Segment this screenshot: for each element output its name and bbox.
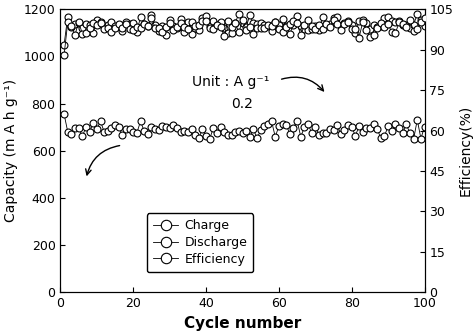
Charge [276,23,281,27]
Efficiency [421,16,426,20]
Discharge [276,124,281,128]
Efficiency [276,27,281,31]
Line: Efficiency: Efficiency [60,14,427,59]
Y-axis label: Efficiency(%): Efficiency(%) [458,105,472,196]
Y-axis label: Capacity (m A h g⁻¹): Capacity (m A h g⁻¹) [4,79,18,222]
Charge [403,23,408,27]
Efficiency [145,24,150,28]
Discharge [61,112,67,116]
Text: 0.2: 0.2 [231,97,253,111]
Line: Charge: Charge [60,10,427,48]
Discharge [247,135,252,139]
Charge [145,24,150,28]
Charge [61,43,67,47]
Charge [130,21,136,25]
Text: Unit : A g⁻¹: Unit : A g⁻¹ [191,75,268,89]
Discharge [145,132,150,136]
Charge [414,12,419,16]
Discharge [403,122,408,126]
Charge [421,24,426,28]
Efficiency [130,27,136,31]
Discharge [410,137,416,141]
Charge [392,20,397,24]
Efficiency [392,31,397,35]
Efficiency [247,25,252,29]
Discharge [130,130,136,134]
X-axis label: Cycle number: Cycle number [183,316,300,331]
Discharge [421,125,426,129]
Line: Discharge: Discharge [60,111,427,143]
Legend: Charge, Discharge, Efficiency: Charge, Discharge, Efficiency [147,213,253,272]
Efficiency [403,25,408,29]
Efficiency [61,53,67,57]
Discharge [392,122,397,126]
Charge [247,13,252,17]
